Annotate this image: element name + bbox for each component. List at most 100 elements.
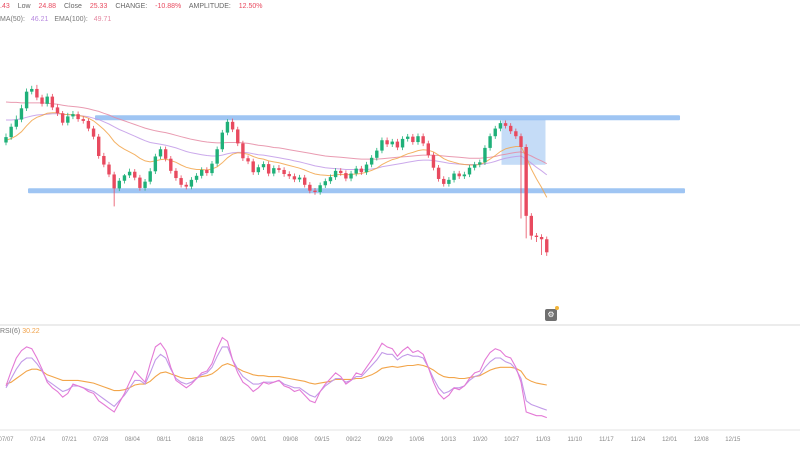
candle xyxy=(158,146,163,160)
candle xyxy=(483,145,487,165)
candle xyxy=(174,168,178,181)
candle xyxy=(292,173,297,183)
candle xyxy=(55,104,60,116)
candle xyxy=(246,155,250,165)
ema-orange-line xyxy=(5,112,548,198)
x-tick-label: 10/20 xyxy=(472,437,488,443)
candle xyxy=(519,133,523,219)
close-label: Close xyxy=(63,3,82,10)
candle-body xyxy=(529,215,533,236)
candle-body xyxy=(50,96,55,108)
candle-body xyxy=(426,143,430,156)
candle-body xyxy=(380,140,384,151)
x-tick-label: 08/25 xyxy=(220,437,236,443)
candle-body xyxy=(174,170,178,179)
candle xyxy=(539,234,544,255)
candle-body xyxy=(189,179,194,187)
candle-body xyxy=(179,178,183,185)
candle-body xyxy=(169,158,173,171)
candle-body xyxy=(251,161,255,173)
change-value: -10.88% xyxy=(155,3,182,10)
candle xyxy=(395,138,400,151)
candle-body xyxy=(359,168,364,173)
x-tick-label: 11/10 xyxy=(568,437,583,443)
candle-body xyxy=(148,171,152,182)
candle-body xyxy=(539,237,544,240)
candle xyxy=(163,146,168,162)
candle-body xyxy=(9,126,13,138)
x-tick-label: 08/18 xyxy=(188,437,204,443)
candle xyxy=(323,178,327,188)
x-tick-label: 10/06 xyxy=(409,437,425,443)
candle-body xyxy=(45,96,49,104)
candle-body xyxy=(282,169,286,174)
candle xyxy=(503,120,508,129)
candle xyxy=(76,111,80,122)
candle xyxy=(277,165,281,173)
candle-body xyxy=(81,119,85,121)
settings-icon[interactable]: ⚙ xyxy=(545,309,557,321)
x-tick-label: 11/03 xyxy=(536,437,551,443)
support-zone xyxy=(28,188,685,194)
candle xyxy=(442,176,446,187)
candle-body xyxy=(261,164,266,168)
ema-pink-line xyxy=(5,101,548,165)
candle xyxy=(488,133,492,151)
oscillator-value: 30.22 xyxy=(22,328,40,335)
candle xyxy=(66,112,70,126)
candle xyxy=(514,128,518,139)
candle-body xyxy=(472,164,477,168)
candle xyxy=(35,84,39,101)
candle xyxy=(400,136,405,151)
candle xyxy=(545,236,549,256)
x-tick-label: 09/22 xyxy=(346,437,362,443)
low-label: Low xyxy=(17,3,31,10)
candle xyxy=(225,119,230,136)
candle xyxy=(375,147,379,161)
candle xyxy=(534,232,539,242)
candle-body xyxy=(55,107,60,114)
candle-body xyxy=(509,125,513,132)
candle xyxy=(364,161,369,175)
candle xyxy=(230,118,235,133)
x-tick-label: 10/13 xyxy=(441,437,457,443)
candle-body xyxy=(303,177,307,185)
oscillator-name: RSI(6) xyxy=(0,328,21,335)
candle-body xyxy=(272,168,276,174)
candle-body xyxy=(308,184,312,191)
candle-body xyxy=(112,174,116,189)
candle xyxy=(45,93,49,107)
candle xyxy=(81,116,85,124)
candle-body xyxy=(277,168,281,170)
candle-body xyxy=(369,157,374,165)
candle-body xyxy=(524,147,528,216)
x-tick-label: 12/01 xyxy=(662,437,678,443)
candle xyxy=(4,133,8,146)
candle xyxy=(426,140,430,158)
oscillator-legend: RSI(6) 30.22 xyxy=(0,328,40,335)
candle-body xyxy=(153,156,158,172)
candle xyxy=(308,182,312,194)
candle-body xyxy=(97,136,101,156)
candle xyxy=(236,126,240,147)
ema-legend: MA(50): 46.21 EMA(100): 49.71 xyxy=(0,14,115,26)
candle-body xyxy=(127,171,132,176)
candle xyxy=(97,133,101,159)
x-tick-label: 07/28 xyxy=(93,437,109,443)
candle xyxy=(9,123,13,140)
candle-body xyxy=(344,173,348,179)
x-tick-label: 08/11 xyxy=(157,437,172,443)
candle xyxy=(282,167,286,177)
candle xyxy=(406,133,410,142)
candle xyxy=(24,88,29,111)
candle-body xyxy=(442,178,446,184)
x-tick-label: 07/07 xyxy=(0,437,14,443)
candle xyxy=(457,170,461,179)
candle-body xyxy=(493,128,497,137)
oscillator-layer xyxy=(5,336,547,419)
candle xyxy=(153,153,158,174)
candle xyxy=(303,174,307,188)
candle-body xyxy=(19,108,24,120)
candle xyxy=(251,158,255,175)
